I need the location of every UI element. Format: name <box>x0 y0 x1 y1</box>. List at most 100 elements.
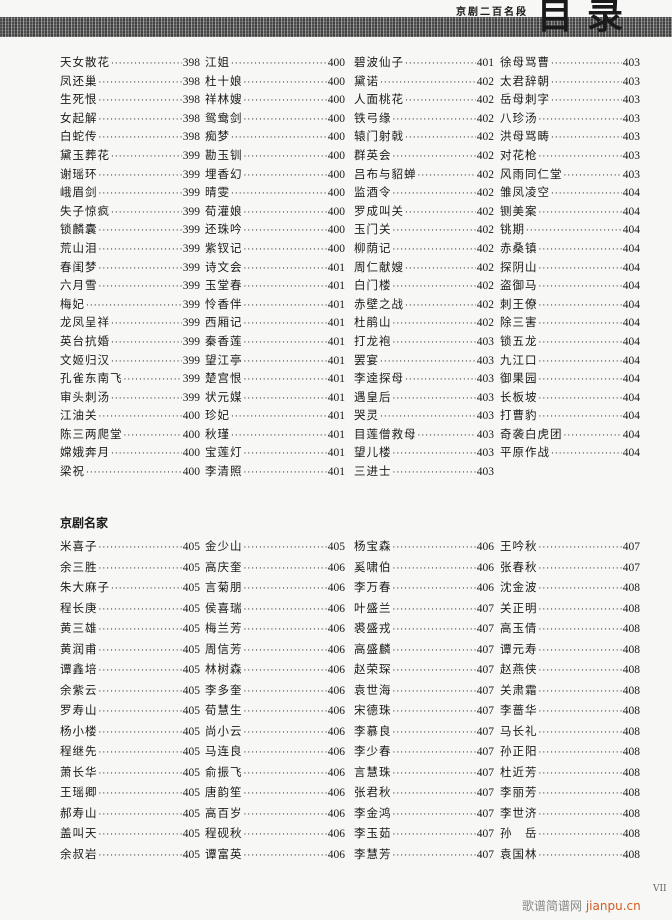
toc-entry[interactable]: 荒山泪 399 <box>60 240 200 259</box>
toc-entry[interactable]: 江姐 400 <box>205 54 345 73</box>
toc-entry[interactable]: 高盛麟 407 <box>354 641 494 662</box>
toc-entry[interactable]: 马长礼 408 <box>500 723 640 744</box>
toc-entry[interactable]: 杜十娘 400 <box>205 73 345 92</box>
toc-entry[interactable]: 玉门关 402 <box>354 221 494 240</box>
toc-entry[interactable]: 失子惊疯 399 <box>60 203 200 222</box>
toc-entry[interactable]: 罗寿山 405 <box>60 702 200 723</box>
toc-entry[interactable]: 梁祝 400 <box>60 463 200 482</box>
toc-entry[interactable]: 九江口 404 <box>500 352 640 371</box>
toc-entry[interactable]: 生死恨 398 <box>60 91 200 110</box>
toc-entry[interactable]: 英台抗婚 399 <box>60 333 200 352</box>
toc-entry[interactable]: 程砚秋 406 <box>205 825 345 846</box>
toc-entry[interactable]: 梅妃 399 <box>60 296 200 315</box>
toc-entry[interactable]: 马连良 406 <box>205 743 345 764</box>
toc-entry[interactable]: 唐韵笙 406 <box>205 784 345 805</box>
toc-entry[interactable]: 状元媒 401 <box>205 389 345 408</box>
toc-entry[interactable]: 嫦娥奔月 400 <box>60 444 200 463</box>
toc-entry[interactable]: 荀灌娘 400 <box>205 203 345 222</box>
toc-entry[interactable]: 打曹豹 404 <box>500 407 640 426</box>
toc-entry[interactable]: 李金鸿 407 <box>354 805 494 826</box>
toc-entry[interactable]: 沈金波 408 <box>500 579 640 600</box>
toc-entry[interactable]: 周信芳 406 <box>205 641 345 662</box>
toc-entry[interactable]: 孔雀东南飞 399 <box>60 370 200 389</box>
toc-entry[interactable]: 罗成叫关 402 <box>354 203 494 222</box>
toc-entry[interactable]: 周仁献嫂 402 <box>354 259 494 278</box>
toc-entry[interactable]: 言慧珠 407 <box>354 764 494 785</box>
toc-entry[interactable]: 杜鹃山 402 <box>354 314 494 333</box>
toc-entry[interactable]: 春闺梦 399 <box>60 259 200 278</box>
toc-entry[interactable]: 对花枪 403 <box>500 147 640 166</box>
toc-entry[interactable]: 楚宫恨 401 <box>205 370 345 389</box>
toc-entry[interactable]: 余三胜 405 <box>60 559 200 580</box>
toc-entry[interactable]: 宝莲灯 401 <box>205 444 345 463</box>
toc-entry[interactable]: 尚小云 406 <box>205 723 345 744</box>
toc-entry[interactable]: 祥林嫂 400 <box>205 91 345 110</box>
toc-entry[interactable]: 望江亭 401 <box>205 352 345 371</box>
toc-entry[interactable]: 俞振飞 406 <box>205 764 345 785</box>
toc-entry[interactable]: 江油关 400 <box>60 407 200 426</box>
toc-entry[interactable]: 王瑶卿 405 <box>60 784 200 805</box>
toc-entry[interactable]: 碧波仙子 401 <box>354 54 494 73</box>
toc-entry[interactable]: 埋香幻 400 <box>205 166 345 185</box>
toc-entry[interactable]: 孙 岳 408 <box>500 825 640 846</box>
toc-entry[interactable]: 锁五龙 404 <box>500 333 640 352</box>
toc-entry[interactable]: 李慕良 407 <box>354 723 494 744</box>
toc-entry[interactable]: 杜近芳 408 <box>500 764 640 785</box>
toc-entry[interactable]: 余紫云 405 <box>60 682 200 703</box>
toc-entry[interactable]: 探阴山 404 <box>500 259 640 278</box>
toc-entry[interactable]: 盗御马 404 <box>500 277 640 296</box>
toc-entry[interactable]: 龙凤呈祥 399 <box>60 314 200 333</box>
toc-entry[interactable]: 哭灵 403 <box>354 407 494 426</box>
toc-entry[interactable]: 林树森 406 <box>205 661 345 682</box>
toc-entry[interactable]: 铡美案 404 <box>500 203 640 222</box>
toc-entry[interactable]: 李慧芳 407 <box>354 846 494 867</box>
toc-entry[interactable]: 李世济 408 <box>500 805 640 826</box>
toc-entry[interactable]: 人面桃花 402 <box>354 91 494 110</box>
toc-entry[interactable]: 峨眉剑 399 <box>60 184 200 203</box>
toc-entry[interactable]: 李万春 406 <box>354 579 494 600</box>
toc-entry[interactable]: 谭元寿 408 <box>500 641 640 662</box>
toc-entry[interactable]: 谢瑶环 399 <box>60 166 200 185</box>
toc-entry[interactable]: 李蔷华 408 <box>500 702 640 723</box>
toc-entry[interactable]: 赵荣琛 407 <box>354 661 494 682</box>
toc-entry[interactable]: 关肃霜 408 <box>500 682 640 703</box>
toc-entry[interactable]: 萧长华 405 <box>60 764 200 785</box>
toc-entry[interactable]: 张君秋 407 <box>354 784 494 805</box>
toc-entry[interactable]: 锁麟囊 399 <box>60 221 200 240</box>
toc-entry[interactable]: 打龙袍 403 <box>354 333 494 352</box>
toc-entry[interactable]: 朱大麻子 405 <box>60 579 200 600</box>
toc-entry[interactable]: 赤壁之战 402 <box>354 296 494 315</box>
toc-entry[interactable]: 六月雪 399 <box>60 277 200 296</box>
toc-entry[interactable]: 白蛇传 398 <box>60 128 200 147</box>
toc-entry[interactable]: 米喜子 405 <box>60 538 200 559</box>
toc-entry[interactable]: 郝寿山 405 <box>60 805 200 826</box>
toc-entry[interactable]: 凤还巢 398 <box>60 73 200 92</box>
toc-entry[interactable]: 荀慧生 406 <box>205 702 345 723</box>
toc-entry[interactable]: 鸳鸯剑 400 <box>205 110 345 129</box>
toc-entry[interactable]: 秦香莲 401 <box>205 333 345 352</box>
toc-entry[interactable]: 监酒令 402 <box>354 184 494 203</box>
toc-entry[interactable]: 赵燕侠 408 <box>500 661 640 682</box>
toc-entry[interactable]: 程长庚 405 <box>60 600 200 621</box>
toc-entry[interactable]: 梅兰芳 406 <box>205 620 345 641</box>
toc-entry[interactable]: 赤桑镇 404 <box>500 240 640 259</box>
toc-entry[interactable]: 徐母骂曹 403 <box>500 54 640 73</box>
toc-entry[interactable]: 黛玉葬花 399 <box>60 147 200 166</box>
toc-entry[interactable]: 余叔岩 405 <box>60 846 200 867</box>
toc-entry[interactable]: 审头刺汤 399 <box>60 389 200 408</box>
toc-entry[interactable]: 高百岁 406 <box>205 805 345 826</box>
toc-entry[interactable]: 西厢记 401 <box>205 314 345 333</box>
toc-entry[interactable]: 王吟秋 407 <box>500 538 640 559</box>
toc-entry[interactable]: 怜香伴 401 <box>205 296 345 315</box>
toc-entry[interactable]: 铫期 404 <box>500 221 640 240</box>
toc-entry[interactable]: 还珠吟 400 <box>205 221 345 240</box>
toc-entry[interactable]: 铁弓缘 402 <box>354 110 494 129</box>
toc-entry[interactable]: 雏凤凌空 404 <box>500 184 640 203</box>
toc-entry[interactable]: 天女散花 398 <box>60 54 200 73</box>
toc-entry[interactable]: 奚啸伯 406 <box>354 559 494 580</box>
toc-entry[interactable]: 程继先 405 <box>60 743 200 764</box>
toc-entry[interactable]: 目莲僧救母 403 <box>354 426 494 445</box>
toc-entry[interactable]: 陈三两爬堂 400 <box>60 426 200 445</box>
toc-entry[interactable]: 洪母骂畴 403 <box>500 128 640 147</box>
toc-entry[interactable]: 风雨同仁堂 403 <box>500 166 640 185</box>
